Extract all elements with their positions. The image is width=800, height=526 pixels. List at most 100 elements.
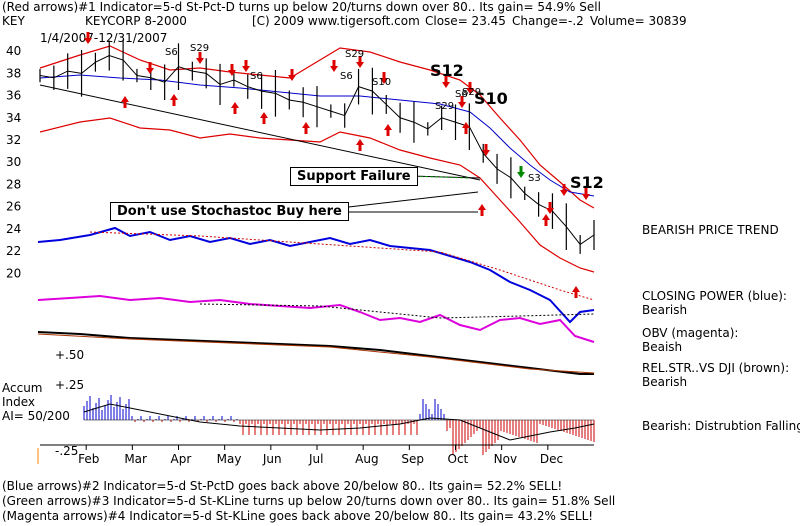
support-failure-box: Support Failure bbox=[290, 167, 418, 186]
sell-arrow-icon bbox=[466, 82, 474, 94]
buy-arrow-icon bbox=[170, 94, 178, 106]
x-tick-label: Jul bbox=[308, 452, 323, 466]
x-tick-label: Mar bbox=[124, 452, 147, 466]
y-tick-label: 32 bbox=[6, 133, 21, 147]
y-tick-label: 20 bbox=[6, 266, 21, 280]
y-axis: 40 38 36 34 32 30 28 26 24 22 20 bbox=[6, 44, 21, 280]
signal-s29-2: S29 bbox=[345, 49, 365, 60]
ticker: KEY bbox=[2, 14, 25, 28]
sell-arrow-icon bbox=[458, 96, 466, 108]
obv-line bbox=[37, 294, 595, 343]
buy-arrow-icon bbox=[231, 102, 239, 114]
sell-arrow-icon bbox=[356, 56, 364, 68]
signal-s10-2: S10 bbox=[474, 89, 508, 108]
y-tick-label: 24 bbox=[6, 222, 21, 236]
sell-arrow-icon bbox=[517, 166, 525, 178]
signal-s6-2: S6 bbox=[250, 71, 263, 82]
accum-text: Bearish: Distrubtion Falling. bbox=[642, 419, 800, 433]
sell-arrow-icon bbox=[582, 188, 590, 200]
x-tick-label: Jun bbox=[262, 452, 282, 466]
signal-s6-1: S6 bbox=[165, 47, 178, 58]
stochastic-box: Don't use Stochastoc Buy here bbox=[110, 202, 349, 221]
x-tick-label: Oct bbox=[448, 452, 469, 466]
footer-line1: (Blue arrows)#2 Indicator=5-d St-PctD go… bbox=[2, 479, 563, 493]
change-value: Change=-.2 bbox=[512, 14, 584, 28]
signal-s3: S3 bbox=[528, 173, 541, 184]
y-tick-label: 22 bbox=[6, 244, 21, 258]
buy-arrow-icon bbox=[572, 286, 580, 298]
x-tick-label: Apr bbox=[171, 452, 192, 466]
sell-arrow-icon bbox=[84, 32, 92, 44]
sell-arrow-icon bbox=[546, 202, 554, 214]
x-tick-label: Feb bbox=[78, 452, 99, 466]
trend-line bbox=[39, 84, 481, 181]
x-tick-label: Aug bbox=[355, 452, 378, 466]
sell-arrow-icon bbox=[228, 64, 236, 76]
buy-arrow-icon bbox=[542, 214, 550, 226]
sell-arrow-icon bbox=[288, 69, 296, 81]
price-line bbox=[39, 55, 595, 246]
sell-arrow-icon bbox=[242, 60, 250, 72]
price-bars bbox=[39, 39, 595, 254]
buy-arrow-icon bbox=[302, 122, 310, 134]
pointer-line bbox=[339, 191, 479, 209]
obv-ma bbox=[199, 303, 595, 319]
accum-index: Index bbox=[2, 395, 36, 409]
buy-arrow-icon bbox=[478, 204, 486, 216]
x-tick-label: Dec bbox=[540, 452, 563, 466]
trend-label: BEARISH PRICE TREND bbox=[642, 223, 779, 237]
buy-arrow-icon bbox=[384, 124, 392, 136]
sell-arrow-icon bbox=[380, 72, 388, 84]
accum-title: Accum bbox=[2, 381, 43, 395]
rel-value: Bearish bbox=[642, 375, 688, 389]
cp-label: CLOSING POWER (blue): bbox=[642, 289, 787, 303]
x-tick-label: Sep bbox=[401, 452, 424, 466]
obv-value: Beaish bbox=[642, 340, 683, 354]
support-dash bbox=[409, 175, 471, 179]
footer-line3: (Magenta arrows)#4 Indicator=5-d St-KLin… bbox=[2, 509, 594, 523]
volume-value: Volume= 30839 bbox=[590, 14, 687, 28]
sell-arrow-icon bbox=[442, 76, 450, 88]
rel-strength-ma bbox=[37, 333, 595, 374]
accum-histogram bbox=[83, 395, 595, 455]
y-tick-label: 38 bbox=[6, 66, 21, 80]
copyright: [C) 2009 www.tigersoft.com bbox=[252, 14, 420, 28]
signal-s29-3: S29 bbox=[462, 87, 482, 98]
plus25-label: +.25 bbox=[55, 378, 85, 392]
y-tick-label: 30 bbox=[6, 155, 21, 169]
accum-ai: AI= 50/200 bbox=[2, 409, 70, 423]
close-value: Close= 23.45 bbox=[425, 14, 506, 28]
lower-band bbox=[39, 117, 595, 273]
sell-arrow-icon bbox=[560, 184, 568, 196]
y-tick-label: 40 bbox=[6, 44, 21, 58]
footer-line2: (Green arrows)#3 Indicator=5-d St-KLine … bbox=[2, 494, 616, 508]
y-tick-label: 26 bbox=[6, 200, 21, 214]
buy-arrow-icon bbox=[356, 139, 364, 151]
sell-arrow-icon bbox=[196, 52, 204, 64]
buy-arrow-icon bbox=[260, 112, 268, 124]
buy-arrow-icon bbox=[462, 122, 470, 134]
upper-band bbox=[39, 45, 595, 209]
signal-s29-4: S29 bbox=[435, 101, 455, 112]
x-tick-label: Nov bbox=[494, 452, 517, 466]
signal-s12-1: S12 bbox=[430, 61, 464, 80]
signal-arrows bbox=[84, 32, 590, 298]
minus25-label: -.25 bbox=[55, 444, 79, 458]
rel-label: REL.STR..VS DJI (brown): bbox=[642, 361, 790, 375]
sell-arrow-icon bbox=[330, 60, 338, 72]
sell-arrow-icon bbox=[146, 62, 154, 74]
sell-arrow-icon bbox=[482, 144, 490, 156]
y-tick-label: 34 bbox=[6, 111, 21, 125]
cp-ma bbox=[89, 231, 595, 301]
date-range: 1/4/2007-12/31/2007 bbox=[40, 31, 168, 45]
company-name: KEYCORP 8-2000 bbox=[85, 14, 187, 28]
x-tick-label: May bbox=[217, 452, 242, 466]
x-axis: Feb Mar Apr May Jun Jul Aug Sep Oct Nov Dec bbox=[78, 445, 563, 466]
rel-strength-line bbox=[37, 331, 594, 375]
header-line1: (Red arrows)#1 Indicator=5-d St-Pct-D tu… bbox=[2, 0, 601, 14]
plus50-label: +.50 bbox=[55, 348, 85, 362]
signal-s6-3: S6 bbox=[340, 71, 353, 82]
y-tick-label: 36 bbox=[6, 89, 21, 103]
obv-label: OBV (magenta): bbox=[642, 326, 739, 340]
